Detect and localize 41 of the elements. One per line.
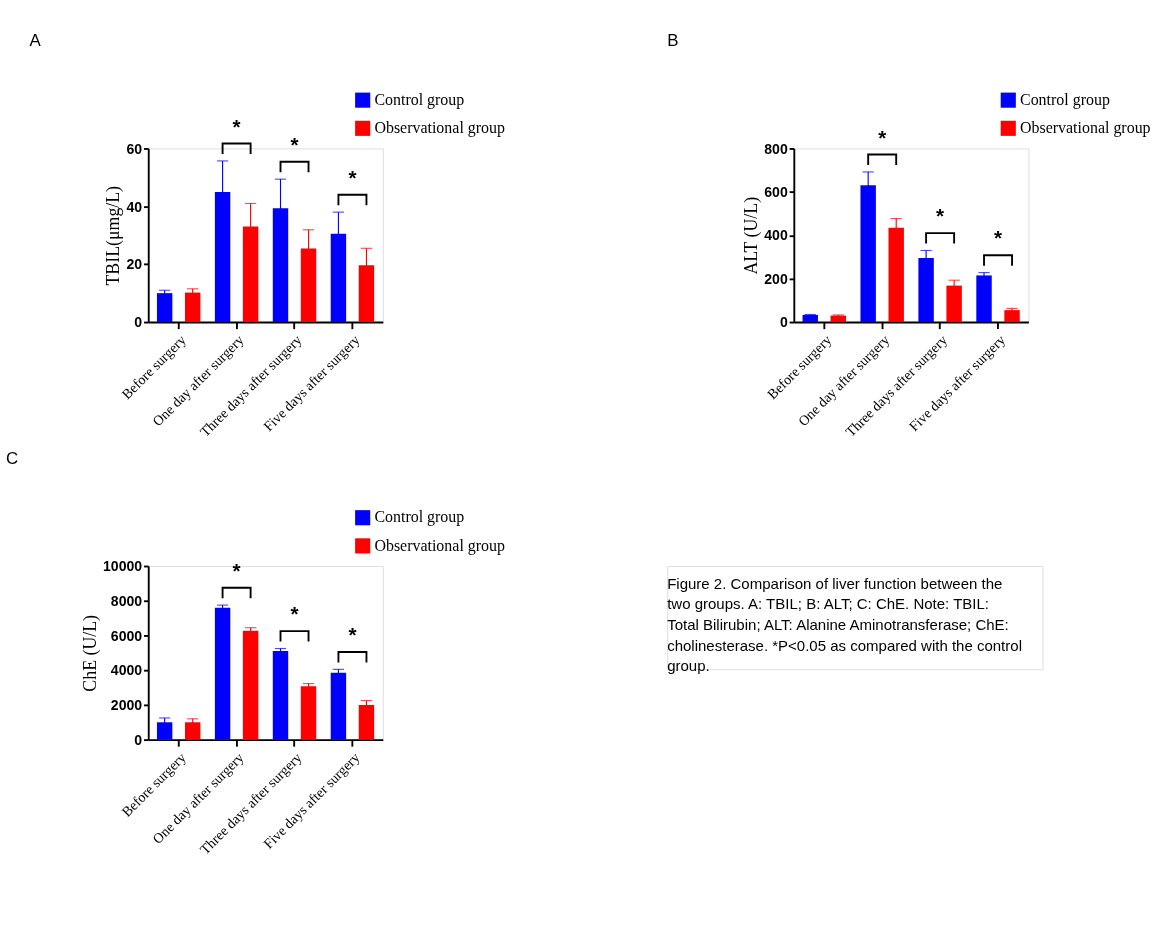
y-tick-label: 10000 bbox=[103, 558, 143, 575]
annotation: * bbox=[994, 226, 1003, 250]
legend-label: Control group bbox=[374, 508, 465, 527]
annotation: * bbox=[936, 204, 945, 228]
y-tick-label: 60 bbox=[126, 140, 143, 157]
bar bbox=[156, 722, 173, 740]
caption: Figure 2. Comparison of liver function between the two groups. A: TBIL; B: ALT; C: ChE. Note: TBIL: Total Bilirubin; ALT: Alanine Aminotransferase; ChE: cholinesterase. *P<0.05 as compared with the control group. bbox=[667, 574, 1022, 675]
y-tick-label: 2000 bbox=[110, 697, 143, 714]
legend-label: Control group bbox=[1020, 90, 1110, 109]
legend-label: Observational group bbox=[1020, 118, 1151, 137]
y-tick-label: 8000 bbox=[110, 592, 143, 609]
y-tick-label: 6000 bbox=[110, 627, 143, 644]
y-tick-label: 0 bbox=[134, 731, 143, 748]
annotation: * bbox=[290, 132, 299, 156]
y-axis-title: TBIL(μmg/L) bbox=[103, 185, 124, 286]
y-tick-label: 600 bbox=[764, 184, 788, 201]
y-axis-title: ChE (U/L) bbox=[79, 614, 101, 692]
y-tick-label: 0 bbox=[779, 314, 788, 331]
y-tick-label: 4000 bbox=[110, 662, 143, 679]
annotation: * bbox=[348, 623, 357, 647]
annotation: * bbox=[232, 558, 241, 582]
y-tick-label: 20 bbox=[126, 256, 143, 273]
y-tick-label: 0 bbox=[134, 314, 143, 331]
legend-label: Control group bbox=[374, 90, 465, 109]
text: * bbox=[878, 125, 887, 149]
bar bbox=[830, 315, 846, 323]
annotation: * bbox=[290, 602, 299, 626]
legend-label: Observational group bbox=[374, 118, 505, 137]
chart-title: B bbox=[667, 31, 679, 51]
bar bbox=[946, 285, 962, 323]
annotation: * bbox=[348, 165, 357, 189]
chart-title: A bbox=[29, 31, 42, 51]
legend-label: Observational group bbox=[374, 536, 505, 555]
y-axis-title: ALT (U/L) bbox=[740, 196, 762, 275]
y-tick-label: 800 bbox=[764, 140, 788, 157]
y-tick-label: 400 bbox=[764, 227, 788, 244]
bar bbox=[802, 314, 818, 323]
chart-title: C bbox=[5, 448, 19, 468]
text: * bbox=[232, 114, 241, 138]
y-tick-label: 200 bbox=[764, 270, 788, 287]
y-tick-label: 40 bbox=[126, 198, 143, 215]
